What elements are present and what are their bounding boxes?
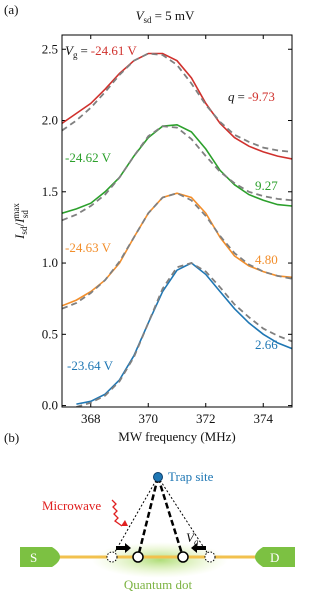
y-tick-label: 1.5: [42, 184, 58, 199]
gate-voltage: -24.62 V: [65, 150, 112, 165]
x-tick-label: 372: [196, 411, 216, 426]
data-line: [62, 52, 292, 160]
trap-site: [153, 472, 163, 482]
y-label-subscript: sd: [20, 210, 30, 219]
dot-position: [204, 551, 216, 563]
chart-title: Vsd = 5 mV: [136, 8, 195, 25]
q-value: 9.27: [255, 178, 278, 193]
diagram: (b) S D Vg Trap site Microwave Quantum d…: [4, 430, 295, 592]
y-tick-label: 2.0: [42, 113, 58, 128]
y-tick-label: 0.5: [42, 326, 58, 341]
y-label-symbol: I: [12, 234, 27, 240]
gate-voltage: -23.64 V: [67, 358, 114, 373]
tunnel-path: [111, 476, 159, 558]
microwave-wave: [111, 499, 123, 527]
q-annotation: q = -9.73: [228, 89, 275, 104]
fit-line: [62, 125, 292, 222]
y-label-slash: /: [12, 223, 27, 227]
source-label: S: [30, 550, 37, 565]
x-tick-label: 368: [81, 411, 101, 426]
panel-label: (a): [4, 2, 18, 17]
gate-symbol: V: [186, 530, 196, 545]
y-axis-label: Isd/Imaxsd: [11, 203, 30, 240]
shift-arrow: [116, 543, 131, 553]
source-lead: [20, 547, 60, 567]
microwave-arrowhead: [121, 520, 128, 526]
trap-label: Trap site: [168, 469, 214, 484]
fit-line: [76, 262, 292, 407]
y-label-symbol: I: [12, 218, 27, 224]
drain-lead: [255, 547, 295, 567]
fit-line: [62, 192, 292, 310]
data-line: [62, 123, 292, 214]
dot-position: [106, 551, 118, 563]
gate-subscript: g: [194, 537, 199, 547]
gate-subscript: g: [73, 50, 78, 60]
fit-line: [62, 52, 292, 153]
title-symbol: V: [136, 8, 146, 23]
q-symbol: q: [228, 89, 235, 104]
drain-label: D: [270, 550, 279, 565]
y-tick-label: 1.0: [42, 255, 58, 270]
x-axis-label: MW frequency (MHz): [118, 429, 235, 444]
dot-position: [132, 551, 144, 563]
gate-voltage: -24.61 V: [91, 43, 138, 58]
data-line: [76, 262, 292, 405]
dot-position: [177, 551, 189, 563]
q-value: 4.80: [255, 252, 278, 267]
microwave-label: Microwave: [42, 498, 101, 513]
y-label-subscript: sd: [19, 226, 29, 235]
q-value: 2.66: [255, 337, 278, 352]
y-tick-label: 0.0: [42, 398, 58, 413]
shift-arrow: [191, 543, 206, 553]
q-value: -9.73: [248, 89, 275, 104]
gate-label: Vg: [186, 530, 199, 547]
gate-symbol: V: [65, 43, 75, 58]
dot-label: Quantum dot: [124, 577, 193, 592]
gate-annotation: Vg = -24.61 V: [65, 43, 137, 60]
data-line: [62, 192, 292, 307]
title-subscript: sd: [144, 15, 153, 25]
q-eq: =: [238, 89, 245, 104]
title-rest: = 5 mV: [155, 8, 195, 23]
plot-frame: [61, 34, 293, 408]
tunnel-path: [156, 476, 185, 558]
x-tick-label: 370: [139, 411, 159, 426]
y-tick-label: 2.5: [42, 41, 58, 56]
tunnel-path: [136, 476, 160, 558]
panel-label: (b): [4, 430, 19, 445]
gate-eq: =: [80, 43, 87, 58]
x-tick-label: 374: [254, 411, 274, 426]
gate-voltage: -24.63 V: [65, 240, 112, 255]
y-label-superscript: max: [11, 203, 21, 219]
